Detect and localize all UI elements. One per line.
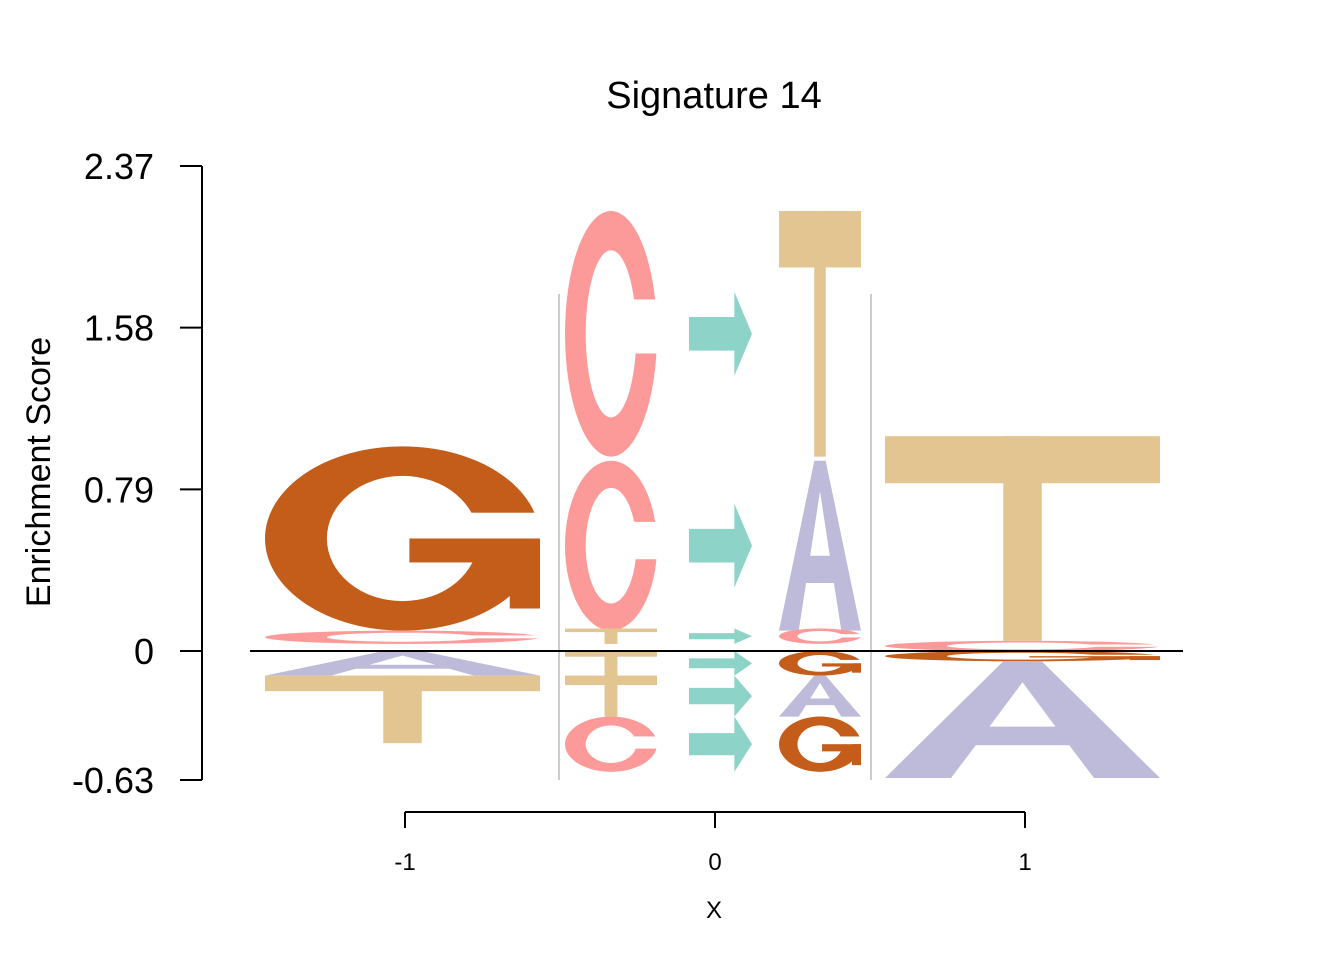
alt-letter-a: [779, 675, 861, 717]
ref-letter-t: [565, 651, 657, 676]
logo-letter-a-pos1: [885, 661, 1160, 778]
logo-letter-a-pos-1: [265, 651, 540, 676]
logo-letter-g-pos1: [884, 651, 1161, 662]
substitution-arrow: [689, 716, 752, 772]
axes: -0.63 0 0.79 1.58 2.37 -1 0 1: [72, 146, 1032, 876]
chart-title: Signature 14: [606, 75, 822, 117]
substitution-arrow: [689, 291, 752, 376]
x-tick-label: 1: [1018, 849, 1031, 876]
y-axis-label: Enrichment Score: [20, 337, 58, 607]
y-tick-label: 2.37: [84, 146, 154, 187]
logo-letter-g-pos-1: [265, 446, 541, 631]
alt-letter-g: [779, 651, 862, 676]
substitution-arrow: [689, 628, 752, 644]
logo-letter-t-pos1: [885, 436, 1160, 641]
logo-letter-c-pos1: [885, 640, 1161, 652]
ref-letter-t: [565, 675, 657, 717]
y-tick-label: -0.63: [72, 760, 154, 801]
alt-letter-t: [779, 211, 861, 457]
substitution-arrow: [689, 675, 752, 717]
x-tick-label: -1: [394, 849, 415, 876]
ref-letter-c: [565, 460, 658, 631]
alt-letter-g: [779, 716, 862, 772]
y-tick-label: 0.79: [84, 469, 154, 510]
logo-letter-t-pos-1: [265, 675, 540, 744]
x-axis-label: X: [706, 897, 722, 924]
logo-marks: [250, 211, 1183, 780]
y-tick-label: 1.58: [84, 308, 154, 349]
substitution-arrow: [689, 651, 752, 676]
alt-letter-a: [779, 460, 861, 631]
ref-letter-c: [565, 716, 658, 772]
y-tick-label: 0: [134, 631, 154, 672]
x-tick-label: 0: [708, 849, 721, 876]
alt-letter-c: [779, 628, 862, 644]
ref-letter-c: [565, 211, 658, 457]
logo-letter-c-pos-1: [265, 630, 541, 644]
substitution-arrow: [689, 503, 752, 588]
ref-letter-t: [565, 628, 657, 644]
